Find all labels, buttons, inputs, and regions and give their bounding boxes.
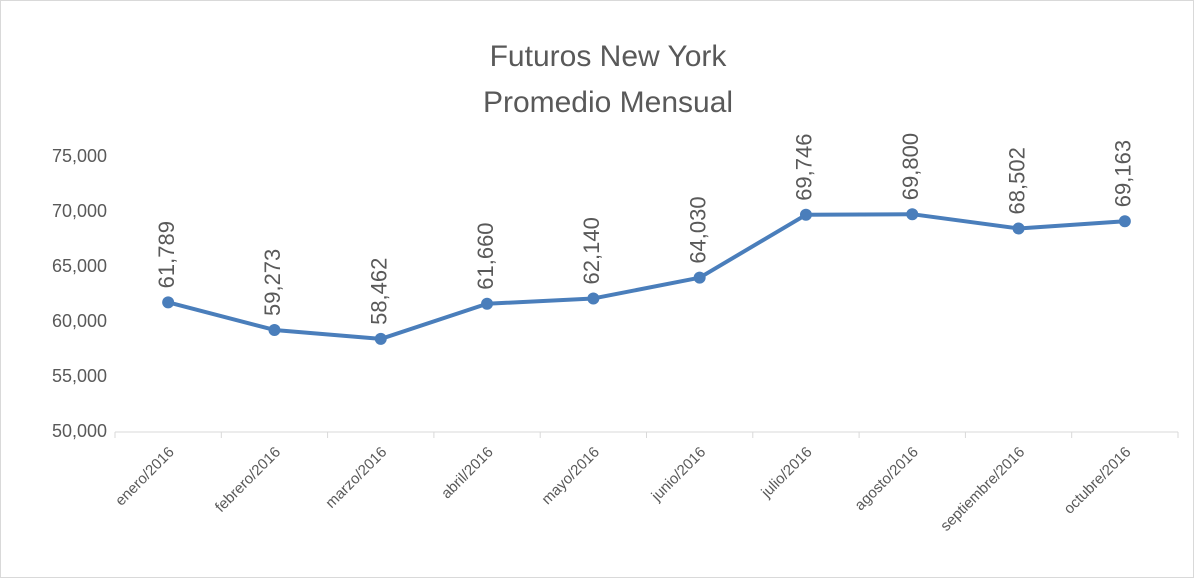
marker	[587, 292, 600, 305]
line	[167, 212, 1125, 341]
marker	[162, 296, 175, 309]
data-label: 61,660	[473, 222, 498, 289]
marker	[693, 271, 706, 284]
marker	[481, 297, 494, 310]
data-label: 61,789	[154, 221, 179, 288]
y-tick-label: 50,000	[52, 421, 107, 441]
data-label: 64,030	[685, 196, 710, 263]
chart-subtitle: Promedio Mensual	[483, 86, 733, 119]
y-tick-label: 60,000	[52, 311, 107, 331]
marker	[1012, 222, 1025, 235]
y-tick-label: 75,000	[52, 146, 107, 166]
chart-title: Futuros New York	[490, 40, 728, 73]
data-label: 62,140	[579, 217, 604, 284]
data-label: 59,273	[260, 249, 285, 316]
data-label: 69,746	[792, 133, 817, 200]
marker	[374, 332, 387, 345]
marker	[799, 208, 812, 221]
marker	[1118, 215, 1131, 228]
y-tick-label: 65,000	[52, 256, 107, 276]
y-tick-label: 70,000	[52, 201, 107, 221]
data-label: 69,163	[1111, 140, 1136, 207]
marker	[268, 323, 281, 336]
data-label: 58,462	[367, 258, 392, 325]
y-tick-label: 55,000	[52, 366, 107, 386]
data-label: 68,502	[1004, 147, 1029, 214]
marker	[906, 208, 919, 221]
data-label: 69,800	[898, 133, 923, 200]
